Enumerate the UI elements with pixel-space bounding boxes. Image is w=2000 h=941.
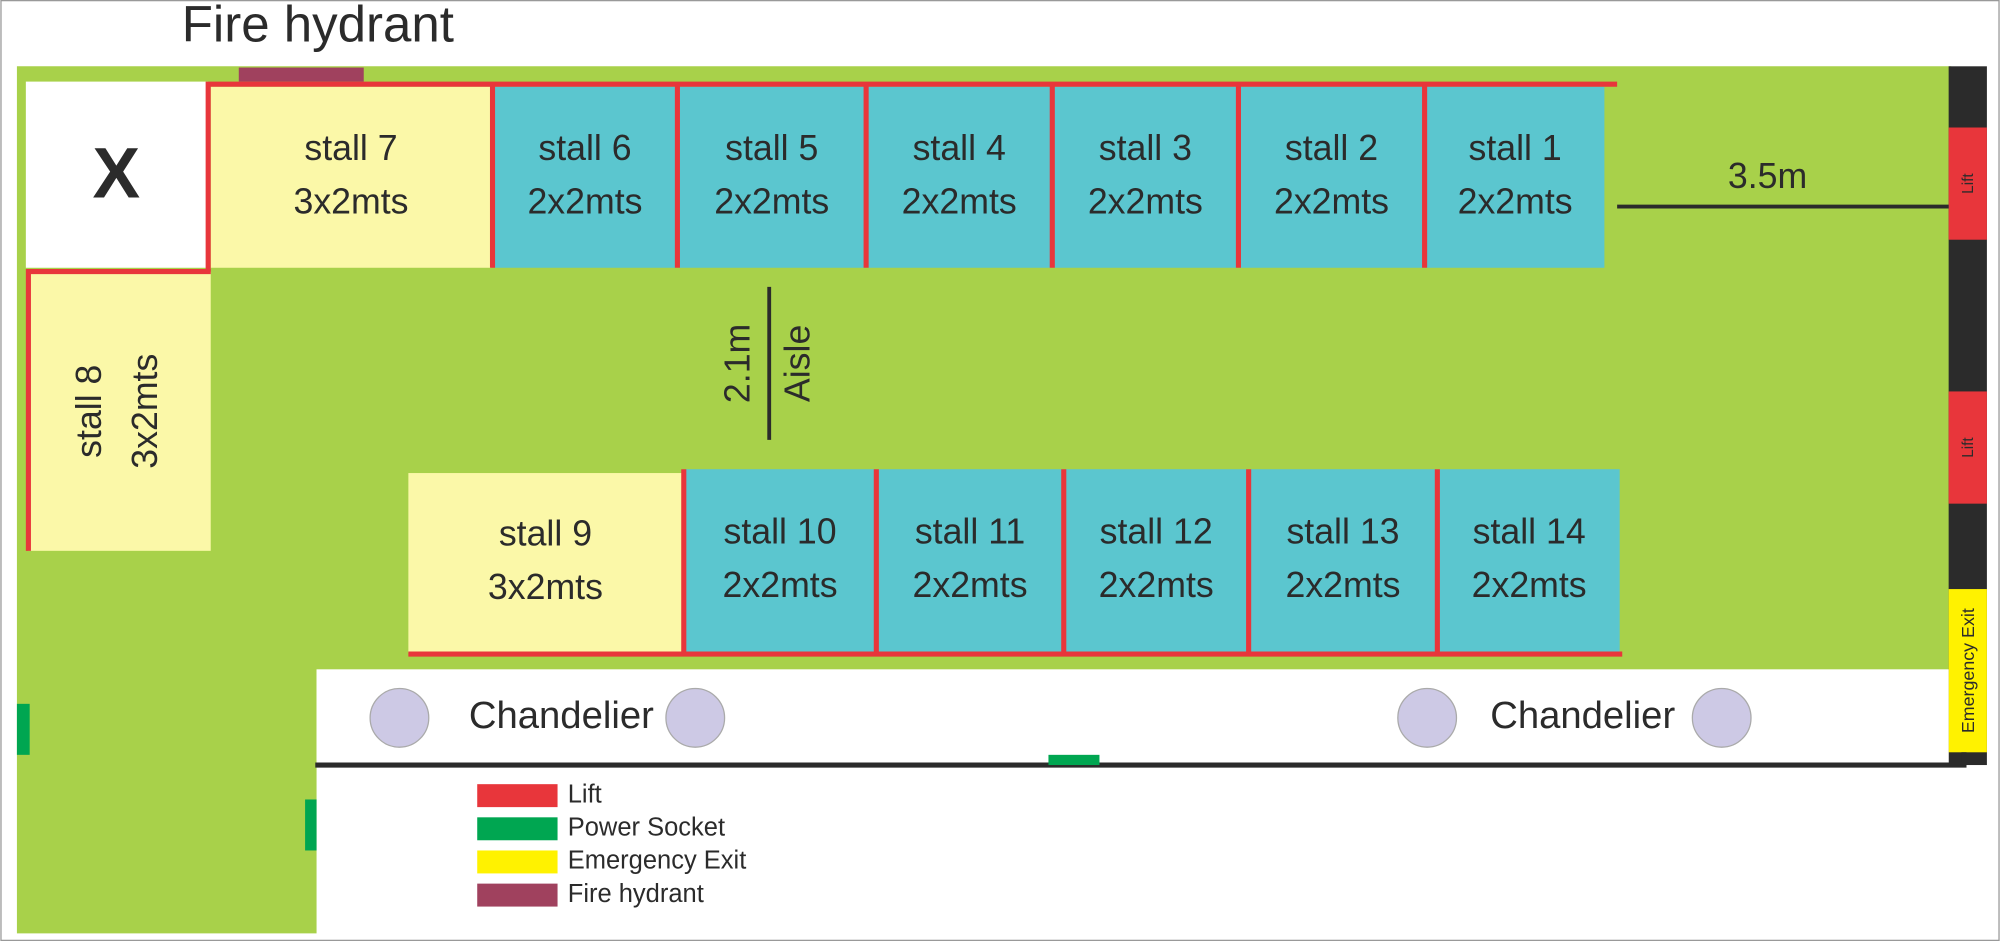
legend-label: Lift (568, 780, 602, 808)
legend-swatch (477, 850, 558, 874)
stall-name: stall 1 (1469, 128, 1562, 168)
stall (28, 271, 211, 551)
stall-name: stall 13 (1286, 512, 1399, 552)
stall (867, 86, 1052, 268)
stall (877, 469, 1063, 653)
aisle-width: 2.1m (717, 324, 757, 403)
emergency-exit (1948, 589, 1987, 753)
stall-size: 2x2mts (1099, 565, 1214, 605)
stall-size: 2x2mts (913, 565, 1028, 605)
blocked-area (25, 81, 209, 268)
stall-size: 2x2mts (1458, 181, 1573, 221)
stall (1239, 86, 1424, 268)
stall-name: stall 3 (1099, 128, 1192, 168)
legend-swatch (477, 784, 558, 808)
stall-name: stall 8 (69, 365, 109, 458)
aisle-label: Aisle (777, 325, 817, 402)
stall (210, 86, 492, 268)
exit-label: Emergency Exit (1958, 608, 1978, 733)
stall (1065, 469, 1248, 653)
blocked-mark: X (93, 133, 141, 213)
stall-name: stall 9 (499, 514, 592, 554)
dimension-label: 3.5m (1728, 156, 1807, 196)
stall-name: stall 5 (725, 128, 818, 168)
stall-name: stall 4 (913, 128, 1006, 168)
stall-name: stall 14 (1473, 512, 1586, 552)
lift (1948, 127, 1987, 240)
stall (685, 469, 876, 653)
stall-size: 3x2mts (293, 181, 408, 221)
lift (1948, 391, 1987, 504)
stall (1249, 469, 1437, 653)
partition (25, 269, 211, 551)
power-socket (1048, 754, 1100, 766)
stall-size: 2x2mts (1472, 565, 1587, 605)
chandelier (1691, 687, 1752, 748)
stall-size: 2x2mts (1088, 181, 1203, 221)
legend-label: Power Socket (568, 814, 725, 842)
stall (1425, 86, 1605, 268)
stall-size: 2x2mts (527, 181, 642, 221)
partition (205, 81, 1618, 272)
stall-size: 2x2mts (1274, 181, 1389, 221)
chandelier-label: Chandelier (1490, 694, 1675, 737)
stall-name: stall 7 (304, 128, 397, 168)
fire-hydrant (238, 67, 364, 82)
stall-size: 3x2mts (125, 354, 165, 469)
legend-swatch (477, 817, 558, 841)
chandelier (369, 687, 430, 748)
stall-size: 2x2mts (1285, 565, 1400, 605)
chandelier (665, 687, 726, 748)
stall-name: stall 12 (1100, 512, 1213, 552)
stall (1438, 469, 1620, 653)
wall-line (315, 752, 1967, 768)
stall-size: 2x2mts (902, 181, 1017, 221)
stall-size: 2x2mts (714, 181, 829, 221)
power-socket (305, 799, 317, 851)
lift-label: Lift (1960, 173, 1977, 194)
stall-name: stall 6 (538, 128, 631, 168)
stall-name: stall 10 (724, 512, 837, 552)
stall (678, 86, 865, 268)
legend-label: Fire hydrant (568, 880, 704, 908)
stall (1053, 86, 1238, 268)
stall (408, 473, 683, 653)
chandelier (1397, 687, 1458, 748)
legend-swatch (477, 883, 558, 907)
title: Fire hydrant (182, 0, 454, 53)
stall-name: stall 2 (1285, 128, 1378, 168)
chandelier-label: Chandelier (469, 694, 654, 737)
power-socket (16, 703, 30, 755)
stall-size: 3x2mts (488, 567, 603, 607)
stall-name: stall 11 (915, 512, 1025, 552)
stall (493, 86, 677, 268)
legend-label: Emergency Exit (568, 847, 747, 875)
stall-size: 2x2mts (723, 565, 838, 605)
lift-label: Lift (1960, 437, 1977, 458)
corridor (316, 669, 1949, 766)
